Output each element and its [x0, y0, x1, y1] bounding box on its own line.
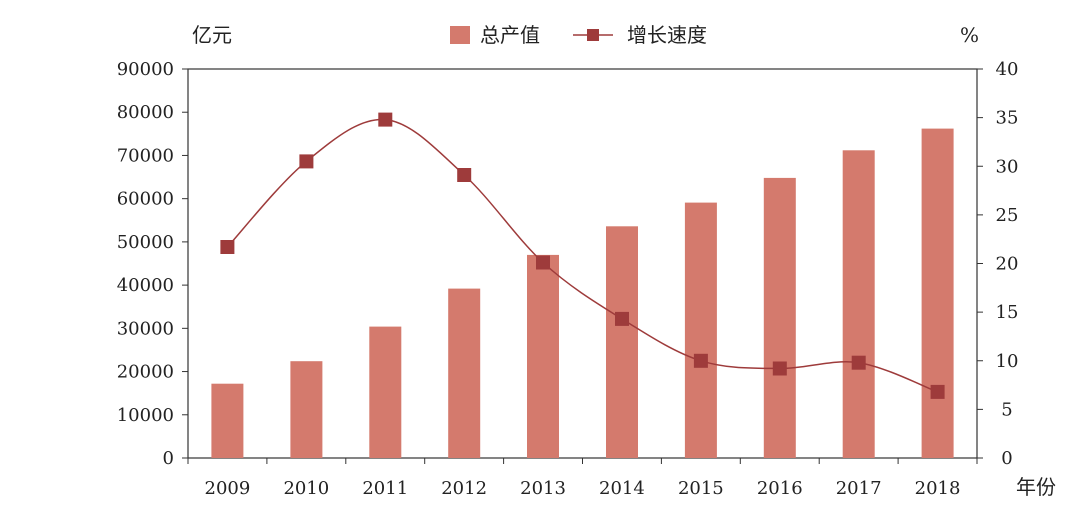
growth-line: [226, 118, 938, 393]
growth-point-2009: [220, 240, 235, 254]
bar-2013: [527, 254, 559, 458]
bar-2009: [211, 383, 244, 458]
left-tick-label: 10000: [117, 405, 174, 426]
left-axis-unit: 亿元: [192, 23, 232, 47]
x-tick-label: 2011: [362, 478, 408, 499]
growth-point-2017: [851, 355, 866, 370]
legend-bar-swatch: [450, 26, 470, 44]
left-tick-label: 40000: [117, 275, 174, 296]
right-tick-label: 5: [1001, 399, 1012, 420]
right-axis: 0 5 10 15 20 25 30 35 40: [977, 59, 1018, 469]
bar-2015: [684, 202, 717, 458]
right-tick-label: 10: [996, 351, 1019, 372]
bar-2012: [448, 288, 481, 458]
bar-2018: [921, 128, 954, 458]
right-tick-label: 25: [996, 205, 1019, 226]
right-axis-unit: %: [960, 23, 979, 47]
left-tick-label: 0: [163, 448, 174, 469]
bars-layer: [211, 128, 954, 459]
legend-line-label: 增长速度: [627, 23, 707, 47]
x-tick-label: 2017: [836, 478, 882, 499]
left-tick-label: 50000: [117, 232, 174, 253]
growth-point-2016: [772, 361, 787, 376]
legend: 总产值 增长速度: [450, 23, 707, 47]
right-tick-label: 20: [996, 254, 1019, 275]
left-axis: 0 10000 20000 30000 40000 50000 60000 70000 8000…: [117, 59, 188, 469]
right-tick-label: 30: [996, 156, 1019, 177]
growth-point-2014: [615, 311, 629, 326]
legend-line-marker: [587, 29, 599, 41]
legend-bar-label: 总产值: [480, 23, 540, 47]
growth-point-2018: [930, 384, 945, 399]
left-tick-label: 20000: [117, 362, 174, 383]
growth-point-2015: [693, 353, 708, 368]
bar-2014: [606, 226, 638, 458]
bar-2010: [290, 361, 323, 458]
left-tick-label: 80000: [117, 102, 174, 123]
left-tick-label: 70000: [117, 145, 174, 166]
x-tick-label: 2016: [757, 478, 803, 499]
x-tick-label: 2010: [283, 478, 329, 499]
growth-point-2011: [378, 112, 393, 127]
bar-2011: [369, 326, 402, 458]
x-tick-label: 2018: [915, 478, 961, 499]
growth-point-2010: [299, 154, 314, 169]
right-tick-label: 35: [996, 108, 1019, 129]
x-tick-label: 2015: [678, 478, 724, 499]
x-axis-label: 年份: [1016, 475, 1056, 499]
growth-point-2012: [457, 168, 472, 182]
x-tick-label: 2013: [520, 478, 566, 499]
growth-point-2013: [536, 255, 550, 270]
x-tick-label: 2014: [599, 478, 645, 499]
bar-2016: [763, 177, 796, 458]
x-axis: 2009 2010 2011 2012 2013 2014 2015 2016 2017 2018: [187, 458, 978, 499]
x-tick-label: 2009: [205, 478, 251, 499]
right-tick-label: 15: [996, 302, 1019, 323]
right-tick-label: 40: [996, 59, 1019, 80]
left-tick-label: 60000: [117, 189, 174, 210]
right-tick-label: 0: [1001, 448, 1012, 469]
x-tick-label: 2012: [441, 478, 487, 499]
left-tick-label: 30000: [117, 318, 174, 339]
bar-2017: [842, 150, 875, 459]
line-layer: [220, 112, 945, 399]
left-tick-label: 90000: [117, 59, 174, 80]
